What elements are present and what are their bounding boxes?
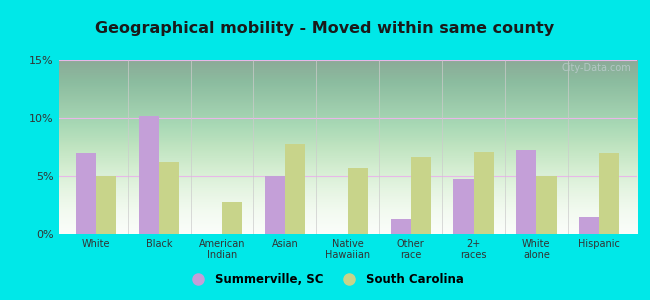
Bar <box>454 179 473 234</box>
Bar <box>96 176 116 234</box>
Bar <box>265 176 285 234</box>
Bar <box>285 143 305 234</box>
Text: City-Data.com: City-Data.com <box>562 64 631 74</box>
Bar <box>159 162 179 234</box>
Bar <box>411 158 431 234</box>
Bar <box>516 151 536 234</box>
Bar <box>76 153 96 234</box>
Bar <box>536 176 556 234</box>
Legend: Summerville, SC, South Carolina: Summerville, SC, South Carolina <box>181 269 469 291</box>
Text: Geographical mobility - Moved within same county: Geographical mobility - Moved within sam… <box>96 21 554 36</box>
Bar <box>391 219 411 234</box>
Bar <box>579 217 599 234</box>
Bar <box>222 202 242 234</box>
Bar <box>348 168 368 234</box>
Bar <box>139 116 159 234</box>
Bar <box>473 152 493 234</box>
Bar <box>599 153 619 234</box>
